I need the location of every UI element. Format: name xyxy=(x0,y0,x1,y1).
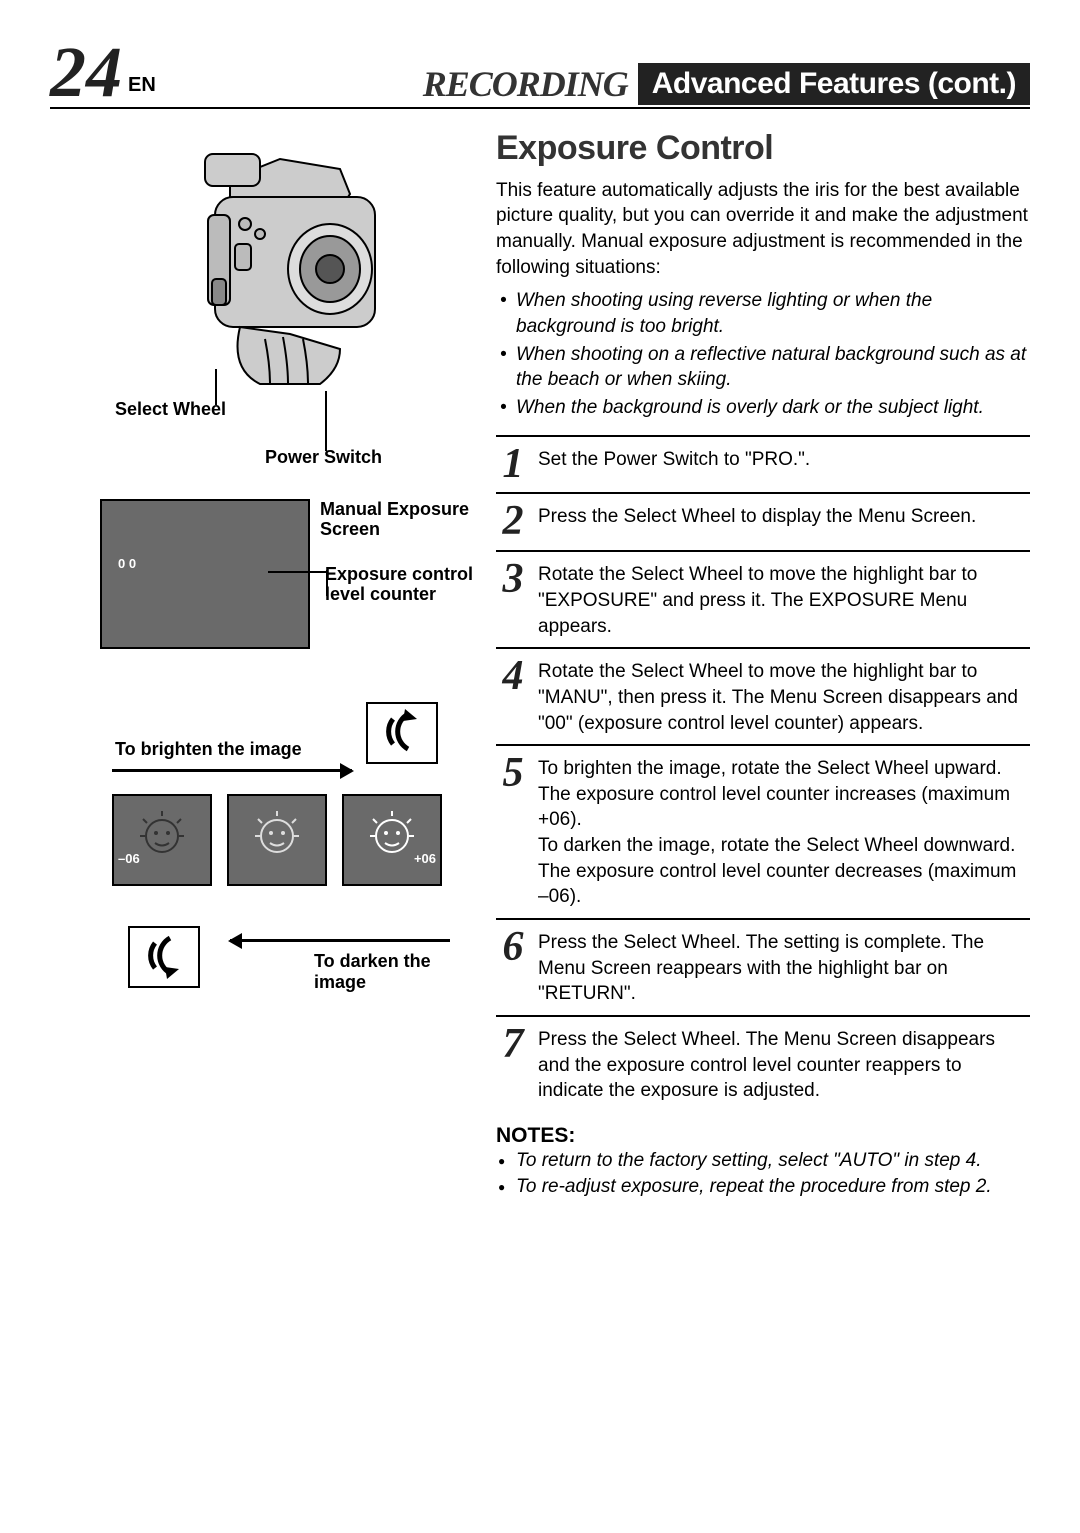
counter-value: 0 0 xyxy=(118,556,136,571)
leader-line xyxy=(325,391,327,451)
notes-list: To return to the factory setting, select… xyxy=(496,1148,1030,1199)
normal-example xyxy=(227,794,327,886)
exposure-examples: –06 xyxy=(112,794,442,886)
situations-list: When shooting using reverse lighting or … xyxy=(496,288,1030,420)
section-title: Exposure Control xyxy=(496,129,1030,168)
step-text: Set the Power Switch to "PRO.". xyxy=(538,445,810,473)
step-number: 2 xyxy=(496,502,530,542)
step-7: 7 Press the Select Wheel. The Menu Scree… xyxy=(496,1017,1030,1112)
label-brighten: To brighten the image xyxy=(115,739,302,760)
step-3: 3 Rotate the Select Wheel to move the hi… xyxy=(496,552,1030,649)
language-code: EN xyxy=(128,74,156,97)
wheel-rotate-up-icon xyxy=(363,699,441,767)
label-power-switch: Power Switch xyxy=(265,447,382,468)
situation-item: When shooting on a reflective natural ba… xyxy=(496,342,1030,393)
notes-heading: NOTES: xyxy=(496,1124,1030,1148)
sun-dark-icon xyxy=(137,808,187,858)
sun-bright-icon xyxy=(367,808,417,858)
steps-list: 1 Set the Power Switch to "PRO.". 2 Pres… xyxy=(496,435,1030,1112)
step-1: 1 Set the Power Switch to "PRO.". xyxy=(496,437,1030,495)
step-number: 7 xyxy=(496,1025,530,1065)
content-columns: Select Wheel Power Switch 0 0 Manual Exp… xyxy=(50,129,1030,1199)
page-header: 24 EN RECORDING Advanced Features (cont.… xyxy=(50,40,1030,109)
situation-item: When shooting using reverse lighting or … xyxy=(496,288,1030,339)
bright-example: +06 xyxy=(342,794,442,886)
step-number: 1 xyxy=(496,445,530,485)
step-5: 5 To brighten the image, rotate the Sele… xyxy=(496,746,1030,920)
step-6: 6 Press the Select Wheel. The setting is… xyxy=(496,920,1030,1017)
note-item: To re-adjust exposure, repeat the proced… xyxy=(496,1174,1030,1200)
page-number: 24 xyxy=(50,40,122,105)
step-number: 5 xyxy=(496,754,530,794)
sun-normal-icon xyxy=(252,808,302,858)
step-text: To brighten the image, rotate the Select… xyxy=(538,754,1030,910)
left-column: Select Wheel Power Switch 0 0 Manual Exp… xyxy=(50,129,470,1199)
step-text: Press the Select Wheel to display the Me… xyxy=(538,502,976,530)
brightness-diagram: To brighten the image –06 xyxy=(50,699,470,1029)
step-2: 2 Press the Select Wheel to display the … xyxy=(496,494,1030,552)
manual-page: 24 EN RECORDING Advanced Features (cont.… xyxy=(0,0,1080,1239)
label-select-wheel: Select Wheel xyxy=(115,399,226,420)
arrow-right-icon xyxy=(112,769,352,772)
lcd-screen: 0 0 xyxy=(100,499,310,649)
header-section: RECORDING xyxy=(423,63,628,105)
step-text: Rotate the Select Wheel to move the high… xyxy=(538,657,1030,736)
wheel-rotate-down-icon xyxy=(125,923,203,991)
label-plus-06: +06 xyxy=(414,851,436,866)
header-subtitle: Advanced Features (cont.) xyxy=(638,63,1030,105)
step-text: Rotate the Select Wheel to move the high… xyxy=(538,560,1030,639)
note-item: To return to the factory setting, select… xyxy=(496,1148,1030,1174)
step-text: Press the Select Wheel. The Menu Screen … xyxy=(538,1025,1030,1104)
camcorder-drawing xyxy=(170,139,470,399)
dark-example: –06 xyxy=(112,794,212,886)
step-number: 3 xyxy=(496,560,530,600)
step-number: 4 xyxy=(496,657,530,697)
intro-text: This feature automatically adjusts the i… xyxy=(496,178,1030,281)
step-4: 4 Rotate the Select Wheel to move the hi… xyxy=(496,649,1030,746)
label-minus-06: –06 xyxy=(118,851,140,866)
exposure-screen-diagram: 0 0 Manual Exposure Screen Exposure cont… xyxy=(50,479,470,669)
step-text: Press the Select Wheel. The setting is c… xyxy=(538,928,1030,1007)
situation-item: When the background is overly dark or th… xyxy=(496,395,1030,421)
label-manual-exposure: Manual Exposure Screen xyxy=(320,499,470,540)
arrow-left-icon xyxy=(230,939,450,942)
camera-illustration: Select Wheel Power Switch xyxy=(50,129,470,449)
leader-line xyxy=(268,571,326,573)
label-level-counter: Exposure control level counter xyxy=(325,564,475,605)
right-column: Exposure Control This feature automatica… xyxy=(496,129,1030,1199)
step-number: 6 xyxy=(496,928,530,968)
label-darken: To darken the image xyxy=(314,951,470,993)
